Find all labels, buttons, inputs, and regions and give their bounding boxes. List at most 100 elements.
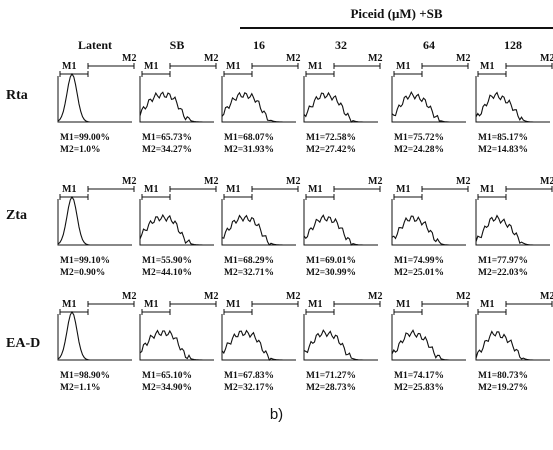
marker-m1-label: M1 (308, 299, 323, 310)
marker-m2-label: M2 (540, 53, 553, 64)
histogram-curve (475, 214, 546, 246)
gate-m2 (421, 63, 469, 69)
m2-percentage: M2=1.0% (60, 145, 101, 155)
gate-m1 (223, 309, 253, 315)
m2-percentage: M2=1.1% (60, 383, 101, 393)
gate-m2 (169, 301, 217, 307)
marker-m2-label: M2 (122, 53, 137, 64)
histogram-curve (57, 72, 128, 123)
plot-axes (139, 314, 214, 361)
plot-axes (475, 314, 550, 361)
gate-percentages: M1=80.73% M2=19.27% (478, 370, 553, 394)
histogram-plot (475, 63, 553, 123)
m2-percentage: M2=0.90% (60, 268, 106, 278)
gate-m1 (59, 309, 89, 315)
m2-percentage: M2=24.28% (394, 145, 445, 155)
histogram-curve (139, 91, 210, 123)
marker-m1-label: M1 (226, 299, 241, 310)
histogram-panel: M1 M2 (57, 292, 138, 368)
m1-percentage: M1=65.73% (142, 133, 193, 143)
m2-percentage: M2=44.10% (142, 268, 193, 278)
m1-percentage: M1=80.73% (478, 371, 529, 381)
m2-percentage: M2=22.03% (478, 268, 529, 278)
gate-percentages: M1=99.10% M2=0.90% (60, 255, 146, 279)
gate-m2 (169, 186, 217, 192)
gate-percentages: M1=55.90% M2=44.10% (142, 255, 228, 279)
gate-percentages: M1=65.73% M2=34.27% (142, 132, 228, 156)
column-label: SB (169, 38, 185, 52)
gate-m1 (141, 309, 171, 315)
m1-percentage: M1=99.10% (60, 256, 111, 266)
m1-percentage: M1=55.90% (142, 256, 193, 266)
marker-m2-label: M2 (204, 53, 219, 64)
histogram-plot (57, 186, 135, 246)
row-label: Zta (6, 208, 27, 223)
gate-m2 (505, 63, 553, 69)
histogram-plot (391, 301, 469, 361)
marker-m2-label: M2 (368, 291, 383, 302)
m1-percentage: M1=68.07% (224, 133, 275, 143)
plot-axes (139, 76, 214, 123)
marker-m1-label: M1 (396, 184, 411, 195)
gate-m2 (333, 301, 381, 307)
figure-caption: b) (269, 406, 284, 423)
gate-m1 (477, 194, 507, 200)
m2-percentage: M2=28.73% (306, 383, 357, 393)
plot-axes (221, 314, 296, 361)
m2-percentage: M2=31.93% (224, 145, 275, 155)
histogram-panel: M1 M2 (57, 177, 138, 253)
histogram-curve (139, 213, 210, 246)
plot-axes (303, 76, 378, 123)
m1-percentage: M1=74.17% (394, 371, 445, 381)
histogram-plot (139, 186, 217, 246)
histogram-curve (303, 329, 374, 361)
histogram-plot (57, 301, 135, 361)
m2-percentage: M2=25.01% (394, 268, 445, 278)
marker-m2-label: M2 (368, 53, 383, 64)
marker-m1-label: M1 (226, 184, 241, 195)
histogram-panel: M1 M2 (139, 177, 220, 253)
histogram-curve (139, 329, 210, 361)
m2-percentage: M2=32.71% (224, 268, 275, 278)
plot-axes (221, 199, 296, 246)
histogram-curve (221, 329, 292, 362)
m2-percentage: M2=32.17% (224, 383, 275, 393)
m1-percentage: M1=98.90% (60, 371, 111, 381)
gate-m2 (87, 301, 135, 307)
gate-m2 (333, 186, 381, 192)
m1-percentage: M1=85.17% (478, 133, 529, 143)
plot-axes (391, 314, 466, 361)
histogram-panel: M1 M2 (391, 292, 472, 368)
plot-axes (221, 76, 296, 123)
m2-percentage: M2=34.90% (142, 383, 193, 393)
histogram-plot (221, 63, 299, 123)
histogram-panel: M1 M2 (303, 54, 384, 130)
histogram-curve (57, 195, 128, 246)
marker-m2-label: M2 (122, 176, 137, 187)
gate-m2 (87, 186, 135, 192)
histogram-panel: M1 M2 (475, 177, 553, 253)
m1-percentage: M1=75.72% (394, 133, 445, 143)
plot-axes (391, 199, 466, 246)
m1-percentage: M1=69.01% (306, 256, 357, 266)
gate-percentages: M1=71.27% M2=28.73% (306, 370, 392, 394)
histogram-curve (303, 91, 374, 123)
histogram-plot (303, 301, 381, 361)
gate-m1 (223, 71, 253, 77)
column-label: 64 (423, 38, 435, 52)
histogram-curve (475, 91, 546, 123)
gate-m2 (333, 63, 381, 69)
histogram-plot (57, 63, 135, 123)
gate-m1 (223, 194, 253, 200)
m1-percentage: M1=99.00% (60, 133, 111, 143)
marker-m1-label: M1 (308, 61, 323, 72)
marker-m1-label: M1 (396, 299, 411, 310)
plot-axes (303, 199, 378, 246)
marker-m1-label: M1 (62, 299, 77, 310)
marker-m1-label: M1 (144, 299, 159, 310)
gate-percentages: M1=68.29% M2=32.71% (224, 255, 310, 279)
gate-percentages: M1=77.97% M2=22.03% (478, 255, 553, 279)
histogram-plot (475, 186, 553, 246)
histogram-plot (475, 301, 553, 361)
marker-m1-label: M1 (396, 61, 411, 72)
